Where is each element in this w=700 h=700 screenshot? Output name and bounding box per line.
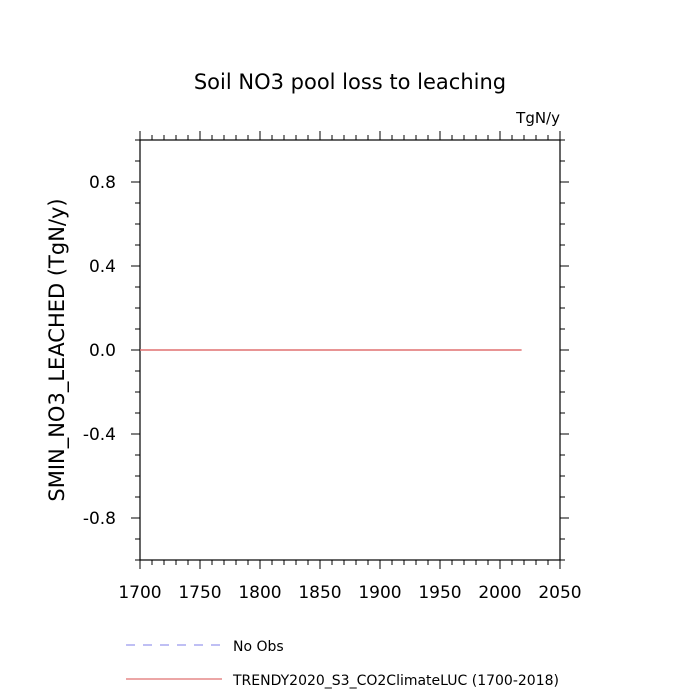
x-tick-label: 1800	[238, 583, 281, 603]
units-label: TgN/y	[515, 109, 560, 127]
legend-label: No Obs	[233, 639, 284, 655]
y-tick-label: 0.8	[89, 173, 116, 193]
chart-title: Soil NO3 pool loss to leaching	[194, 70, 506, 94]
y-tick-label: -0.4	[83, 425, 116, 445]
x-tick-label: 1700	[118, 583, 161, 603]
x-tick-label: 2050	[538, 583, 581, 603]
x-tick-label: 1950	[418, 583, 461, 603]
legend: No Obs TRENDY2020_S3_CO2ClimateLUC (1700-…	[126, 639, 559, 689]
x-tick-label: 1850	[298, 583, 341, 603]
x-tick-label: 2000	[478, 583, 521, 603]
x-tick-label: 1900	[358, 583, 401, 603]
y-tick-labels: -0.8 -0.4 0.0 0.4 0.8	[83, 173, 116, 529]
y-axis-label: SMIN_NO3_LEACHED (TgN/y)	[45, 198, 70, 501]
x-tick-labels: 1700 1750 1800 1850 1900 1950 2000 2050	[118, 583, 581, 603]
x-tick-label: 1750	[178, 583, 221, 603]
y-tick-label: 0.0	[89, 341, 116, 361]
legend-label: TRENDY2020_S3_CO2ClimateLUC (1700-2018)	[232, 673, 559, 689]
axis-ticks	[131, 131, 569, 569]
y-tick-label: -0.8	[83, 509, 116, 529]
y-tick-label: 0.4	[89, 257, 116, 277]
